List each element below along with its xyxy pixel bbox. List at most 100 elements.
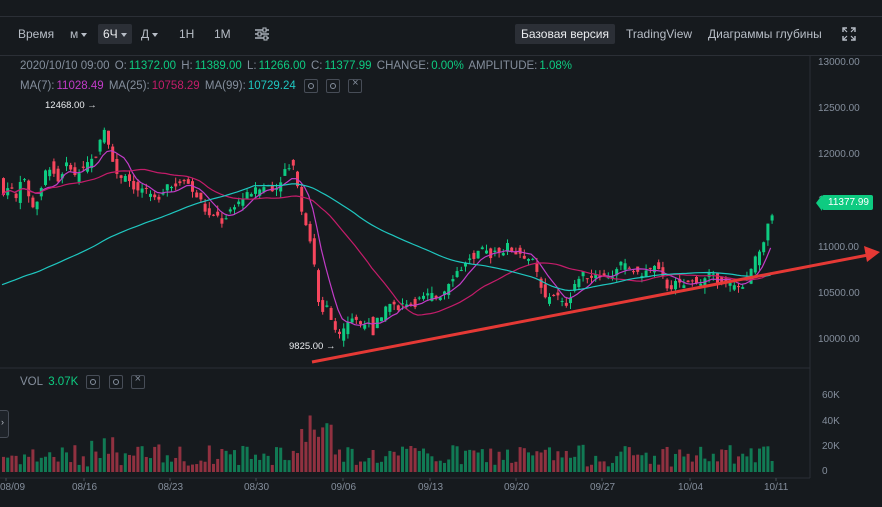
candle-body <box>249 194 253 197</box>
interval-6h-dropdown[interactable]: 6Ч <box>98 24 132 44</box>
vol-settings-button[interactable] <box>108 375 123 389</box>
volume-bar <box>23 454 26 472</box>
volume-bar <box>426 453 430 472</box>
ma-visibility-button[interactable] <box>303 79 318 93</box>
volume-bar <box>753 462 757 472</box>
candle-body <box>678 278 682 283</box>
time-button[interactable]: Время <box>18 27 55 41</box>
volume-bar <box>128 454 131 472</box>
volume-bar <box>627 447 631 472</box>
volume-bar <box>346 447 350 472</box>
volume-bar <box>648 463 652 472</box>
candle-body <box>535 262 539 272</box>
volume-bar <box>312 429 316 472</box>
sliders-icon <box>255 27 269 41</box>
candle-body <box>686 280 690 283</box>
volume-bar <box>191 464 194 472</box>
candle-body <box>333 321 337 330</box>
week-interval-button[interactable]: 1Н <box>179 27 195 41</box>
candle-body <box>380 317 383 322</box>
candle-body <box>422 295 425 299</box>
candle-body <box>342 328 346 341</box>
volume-bar <box>476 452 480 472</box>
candle-body <box>430 293 434 301</box>
candle-body <box>161 193 165 195</box>
time-tick-label: 09/27 <box>590 482 616 493</box>
volume-bar <box>375 462 379 472</box>
fullscreen-button[interactable] <box>842 27 856 44</box>
price-tick-label: 12000.00 <box>818 149 860 161</box>
volume-bar <box>359 461 362 472</box>
volume-bar <box>149 458 152 472</box>
candle-body <box>363 324 367 329</box>
close-label: C: <box>310 60 323 72</box>
minute-interval-dropdown[interactable]: м <box>70 27 88 41</box>
gear-icon <box>330 83 337 89</box>
eye-icon <box>307 83 314 89</box>
volume-bar <box>275 447 278 472</box>
candle-body <box>354 316 358 320</box>
candle-body <box>758 251 761 266</box>
candle-body <box>119 175 123 178</box>
day-interval-dropdown[interactable]: Д <box>141 27 159 41</box>
vol-label: VOL <box>20 376 44 389</box>
candle-body <box>644 270 648 277</box>
volume-bar <box>732 463 736 472</box>
candle-body <box>56 168 60 182</box>
candle-body <box>766 223 770 241</box>
ma7-label: MA(7): <box>20 80 55 93</box>
ma99-label: MA(99): <box>204 80 246 93</box>
volume-bar <box>44 456 47 472</box>
ma-remove-button[interactable]: × <box>348 77 363 93</box>
volume-bar <box>543 449 547 472</box>
volume-bar <box>459 464 463 472</box>
candle-body <box>413 298 417 308</box>
candle-body <box>27 180 31 197</box>
ma25-value: 10758.29 <box>151 80 200 93</box>
candle-body <box>632 271 635 273</box>
candle-body <box>321 300 325 312</box>
candle-body <box>228 209 232 212</box>
panel-toggle-handle[interactable]: › <box>0 410 9 438</box>
candle-body <box>627 267 631 269</box>
volume-bar <box>165 455 169 472</box>
volume-bar <box>254 454 257 472</box>
vol-visibility-button[interactable] <box>86 375 101 389</box>
candle-body <box>438 297 442 300</box>
candle-body <box>602 273 606 276</box>
volume-bar <box>52 456 56 472</box>
tradingview-tab[interactable]: TradingView <box>626 27 693 41</box>
candle-body <box>224 218 228 220</box>
volume-bar <box>447 459 451 472</box>
volume-bar <box>640 455 644 472</box>
volume-bar <box>354 464 358 472</box>
indicator-settings-button[interactable] <box>254 26 270 45</box>
volume-tick-label: 20K <box>822 440 840 452</box>
volume-bar <box>665 446 669 472</box>
candle-body <box>695 276 698 284</box>
volume-bar <box>556 451 560 472</box>
volume-bar <box>581 444 585 472</box>
month-interval-button[interactable]: 1М <box>214 27 231 41</box>
candle-body <box>31 197 35 208</box>
candle-body <box>233 207 236 210</box>
volume-bar <box>115 452 119 472</box>
ma-settings-button[interactable] <box>326 79 341 93</box>
candle-body <box>98 139 102 152</box>
depth-chart-tab[interactable]: Диаграммы глубины <box>708 27 822 41</box>
ma25-line <box>1 168 771 316</box>
volume-bar <box>497 451 501 472</box>
minute-label: м <box>70 27 79 41</box>
candle-body <box>115 158 119 174</box>
basic-version-tab[interactable]: Базовая версия <box>515 24 615 44</box>
candle-body <box>476 250 480 259</box>
volume-bar <box>464 450 467 472</box>
candle-body <box>447 283 451 296</box>
candle-body <box>455 271 459 277</box>
volume-bar <box>27 456 31 472</box>
volume-bar <box>199 460 203 472</box>
volume-bar <box>329 424 333 472</box>
candle-body <box>203 203 207 212</box>
vol-remove-button[interactable]: × <box>130 373 145 389</box>
